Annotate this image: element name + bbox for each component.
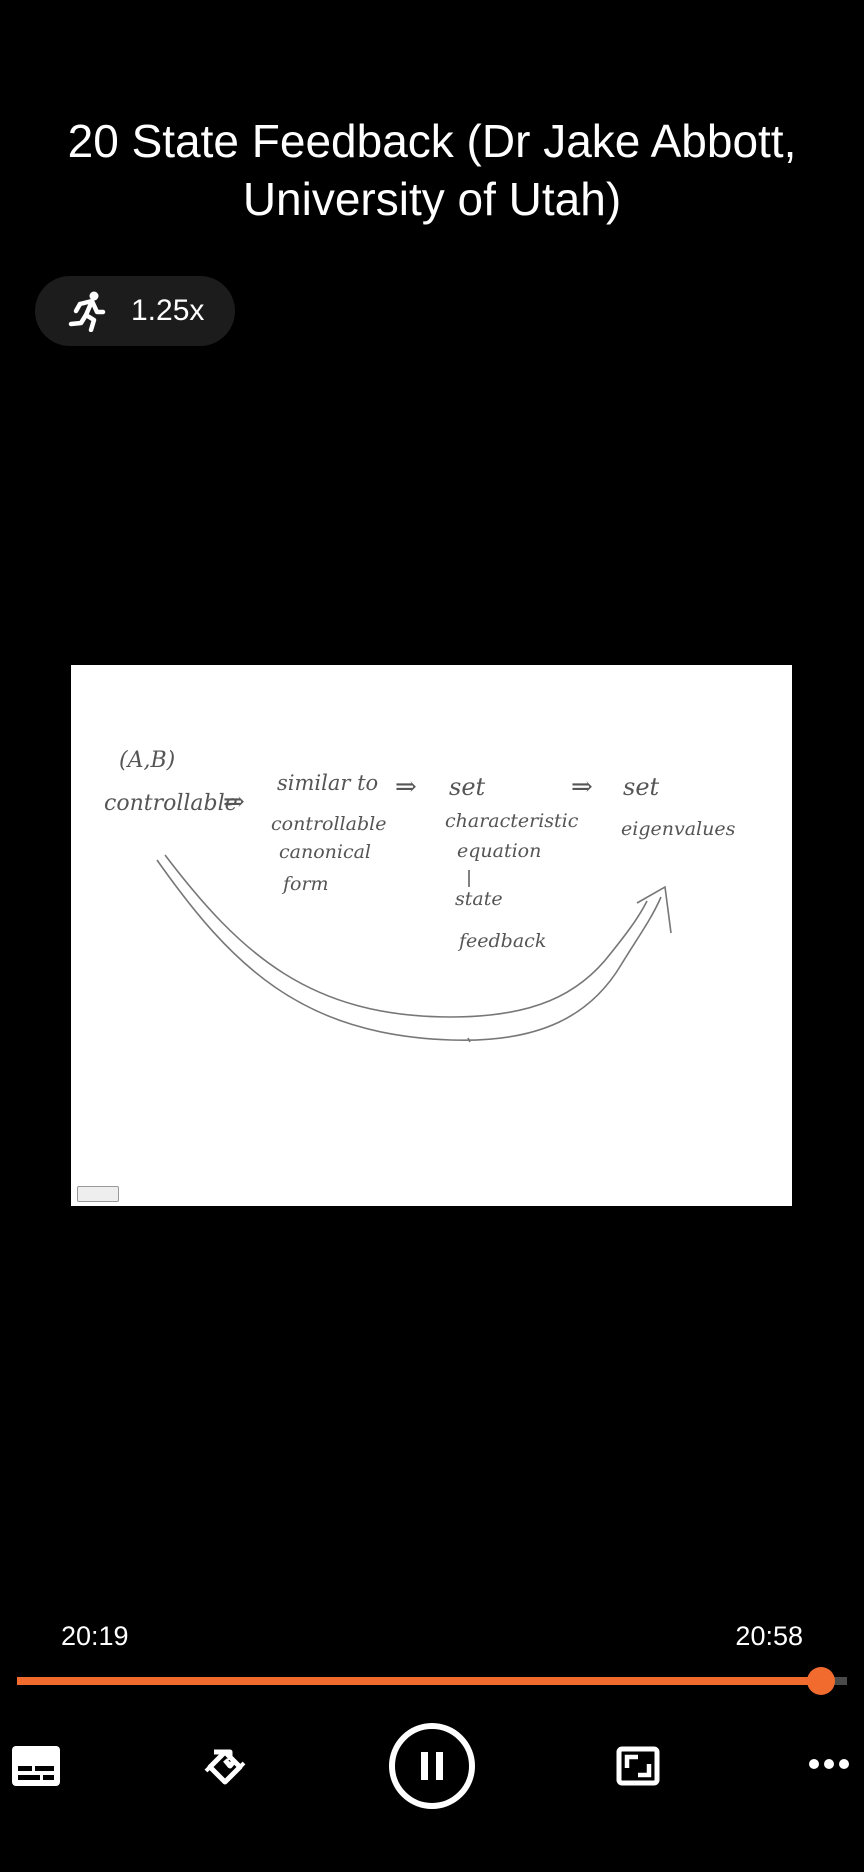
running-person-icon — [68, 291, 106, 332]
whiteboard-corner-badge — [77, 1186, 119, 1202]
note-canonical: canonical — [279, 841, 371, 863]
video-frame[interactable]: (A,B) controllable ⇒ similar to ⇒ contro… — [71, 665, 792, 1206]
note-characteristic: characteristic — [445, 810, 579, 832]
note-similar-to: similar to — [277, 771, 378, 795]
seek-bar[interactable] — [17, 1667, 847, 1695]
playback-speed-label: 1.25x — [131, 294, 205, 327]
seek-bar-progress — [17, 1677, 822, 1685]
note-arrow-1: ⇒ — [223, 787, 245, 817]
rotate-screen-icon[interactable] — [202, 1744, 248, 1790]
note-feedback: feedback — [457, 930, 546, 952]
note-state: state — [455, 888, 503, 910]
note-arrow-3: ⇒ — [571, 772, 593, 802]
seek-bar-thumb[interactable] — [807, 1667, 836, 1695]
note-set-1: set — [449, 773, 486, 801]
note-controllable-2: controllable — [271, 813, 386, 835]
note-arrow-2: ⇒ — [395, 772, 417, 802]
video-title: 20 State Feedback (Dr Jake Abbott, Unive… — [67, 115, 797, 225]
more-options-icon[interactable] — [808, 1757, 850, 1771]
current-time: 20:19 — [61, 1621, 129, 1651]
note-ab: (A,B) — [119, 748, 175, 773]
total-time: 20:58 — [735, 1621, 803, 1651]
pause-button[interactable] — [388, 1722, 476, 1810]
aspect-ratio-icon[interactable] — [616, 1746, 660, 1786]
playback-speed-button[interactable]: 1.25x — [35, 276, 235, 346]
note-set-2: set — [623, 773, 660, 801]
note-eigenvalues: eigenvalues — [621, 818, 736, 840]
whiteboard-sketch: (A,B) controllable ⇒ similar to ⇒ contro… — [104, 748, 736, 1043]
note-controllable: controllable — [104, 791, 238, 816]
note-equation: equation — [457, 840, 541, 862]
note-form: form — [281, 873, 329, 895]
subtitles-icon[interactable] — [12, 1746, 60, 1786]
